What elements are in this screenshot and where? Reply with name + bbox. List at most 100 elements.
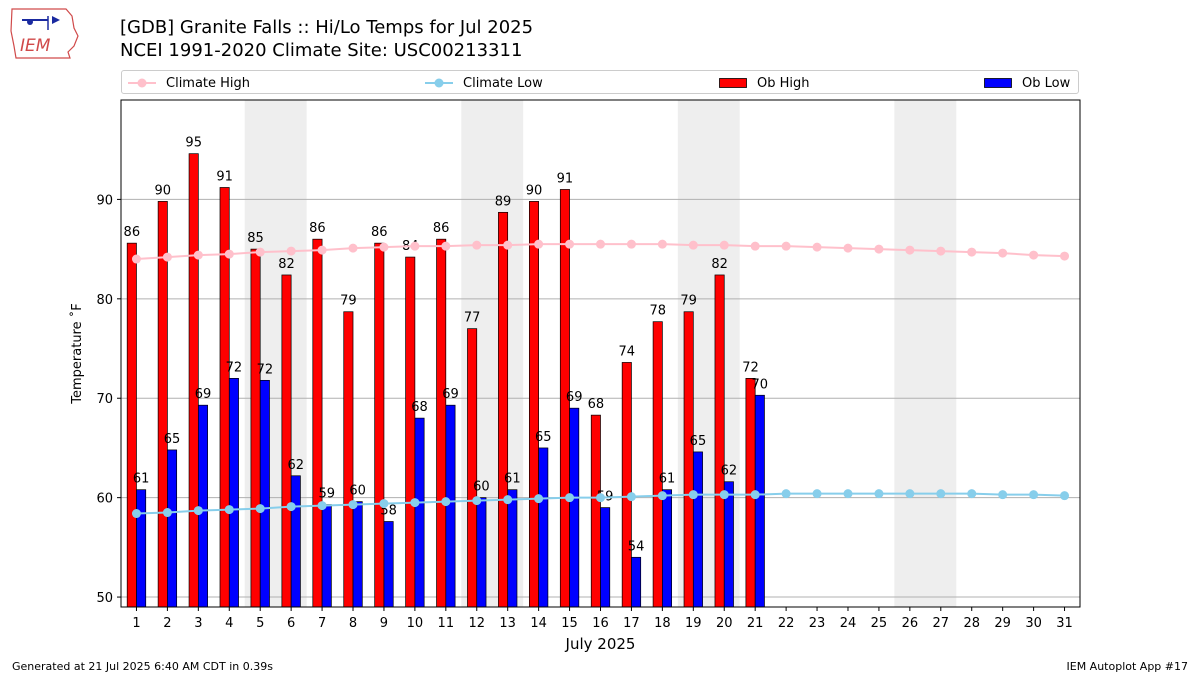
ob-low-bar	[197, 404, 208, 608]
ob-high-bar	[621, 362, 632, 608]
ob-low-bar	[631, 556, 642, 608]
ob-high-bar	[405, 256, 416, 608]
climate-high-point	[534, 239, 544, 249]
y-tick-label: 70	[96, 392, 113, 407]
climate-high-point	[936, 246, 946, 256]
ob-high-bar	[374, 242, 385, 608]
climate-low-point	[750, 490, 760, 500]
climate-low-point	[967, 489, 977, 499]
x-tick-label: 25	[871, 616, 888, 631]
chart-title: [GDB] Granite Falls :: Hi/Lo Temps for J…	[120, 17, 534, 38]
ob-high-label: 78	[649, 304, 666, 319]
ob-high-label: 74	[619, 344, 636, 359]
x-tick-label: 19	[685, 616, 702, 631]
climate-low-point	[131, 509, 141, 519]
legend-ob-high-icon	[719, 78, 747, 88]
x-tick-label: 27	[933, 616, 950, 631]
climate-high-point	[503, 240, 513, 250]
ob-low-bar	[507, 489, 518, 608]
ob-low-bar	[476, 497, 487, 608]
ob-low-label: 69	[195, 387, 212, 402]
climate-low-point	[224, 505, 234, 515]
y-tick-label: 60	[96, 492, 113, 507]
climate-high-point	[131, 254, 141, 264]
climate-low-point	[286, 502, 296, 512]
legend-climate-high-icon	[128, 78, 156, 88]
climate-high-point	[812, 242, 822, 252]
ob-high-label: 82	[278, 257, 295, 272]
ob-high-bar	[343, 311, 354, 608]
ob-low-label: 72	[257, 362, 274, 377]
ob-high-bar	[157, 201, 168, 608]
legend-climate-high-label: Climate High	[166, 75, 251, 91]
x-tick-label: 5	[256, 616, 264, 631]
ob-low-bar	[723, 481, 734, 608]
climate-high-point	[255, 247, 265, 257]
climate-high-point	[224, 249, 234, 259]
ob-low-bar	[167, 449, 178, 608]
ob-low-label: 61	[504, 472, 521, 487]
climate-high-point	[317, 245, 327, 255]
x-tick-label: 17	[623, 616, 640, 631]
climate-high-point	[193, 250, 203, 260]
x-tick-label: 9	[380, 616, 388, 631]
legend-ob-low-icon	[984, 78, 1012, 88]
climate-high-point	[750, 241, 760, 251]
ob-high-label: 68	[588, 397, 605, 412]
climate-low-point	[472, 496, 482, 506]
ob-low-label: 62	[721, 464, 738, 479]
climate-low-point	[255, 504, 265, 514]
ob-high-label: 86	[371, 225, 388, 240]
legend-ob-low: Ob Low	[984, 74, 1070, 92]
ob-high-label: 86	[309, 221, 326, 236]
ob-high-label: 72	[742, 360, 759, 375]
ob-high-label: 86	[433, 221, 450, 236]
climate-low-point	[905, 489, 915, 499]
x-tick-label: 4	[225, 616, 233, 631]
x-tick-label: 11	[438, 616, 455, 631]
climate-low-point	[936, 489, 946, 499]
climate-low-point	[1029, 490, 1039, 500]
x-tick-label: 7	[318, 616, 326, 631]
y-axis-label: Temperature ˚F	[69, 303, 85, 404]
climate-low-point	[1060, 491, 1070, 501]
ob-low-label: 59	[318, 487, 335, 502]
x-tick-label: 21	[747, 616, 764, 631]
x-tick-label: 22	[778, 616, 795, 631]
x-tick-label: 6	[287, 616, 295, 631]
legend-ob-high: Ob High	[719, 74, 810, 92]
ob-high-label: 79	[680, 294, 697, 309]
climate-high-point	[472, 240, 482, 250]
climate-low-point	[843, 489, 853, 499]
climate-high-point	[565, 239, 575, 249]
legend-climate-high: Climate High	[128, 74, 250, 92]
ob-low-bar	[136, 489, 147, 608]
x-tick-label: 14	[530, 616, 547, 631]
climate-high-point	[874, 244, 884, 254]
climate-low-point	[781, 489, 791, 499]
ob-high-bar	[188, 153, 199, 608]
ob-high-label: 79	[340, 294, 357, 309]
ob-low-bar	[414, 417, 425, 608]
y-tick-label: 50	[96, 591, 113, 606]
x-axis-label: July 2025	[565, 635, 636, 653]
climate-high-point	[348, 243, 358, 253]
ob-high-bar	[436, 238, 447, 608]
ob-high-bar	[590, 414, 601, 608]
climate-high-point	[626, 239, 636, 249]
ob-low-label: 68	[411, 400, 428, 415]
ob-high-bar	[250, 248, 261, 608]
climate-high-point	[905, 245, 915, 255]
ob-low-label: 70	[752, 377, 769, 392]
x-tick-label: 15	[561, 616, 578, 631]
ob-high-label: 91	[216, 169, 233, 184]
ob-high-bar	[312, 238, 323, 608]
ob-low-label: 65	[690, 434, 707, 449]
climate-low-point	[162, 508, 172, 518]
ob-high-label: 77	[464, 311, 481, 326]
ob-low-bar	[569, 407, 580, 608]
ob-high-label: 82	[711, 257, 728, 272]
climate-low-point	[596, 493, 605, 503]
ob-high-label: 90	[526, 183, 543, 198]
climate-low-point	[626, 492, 636, 502]
